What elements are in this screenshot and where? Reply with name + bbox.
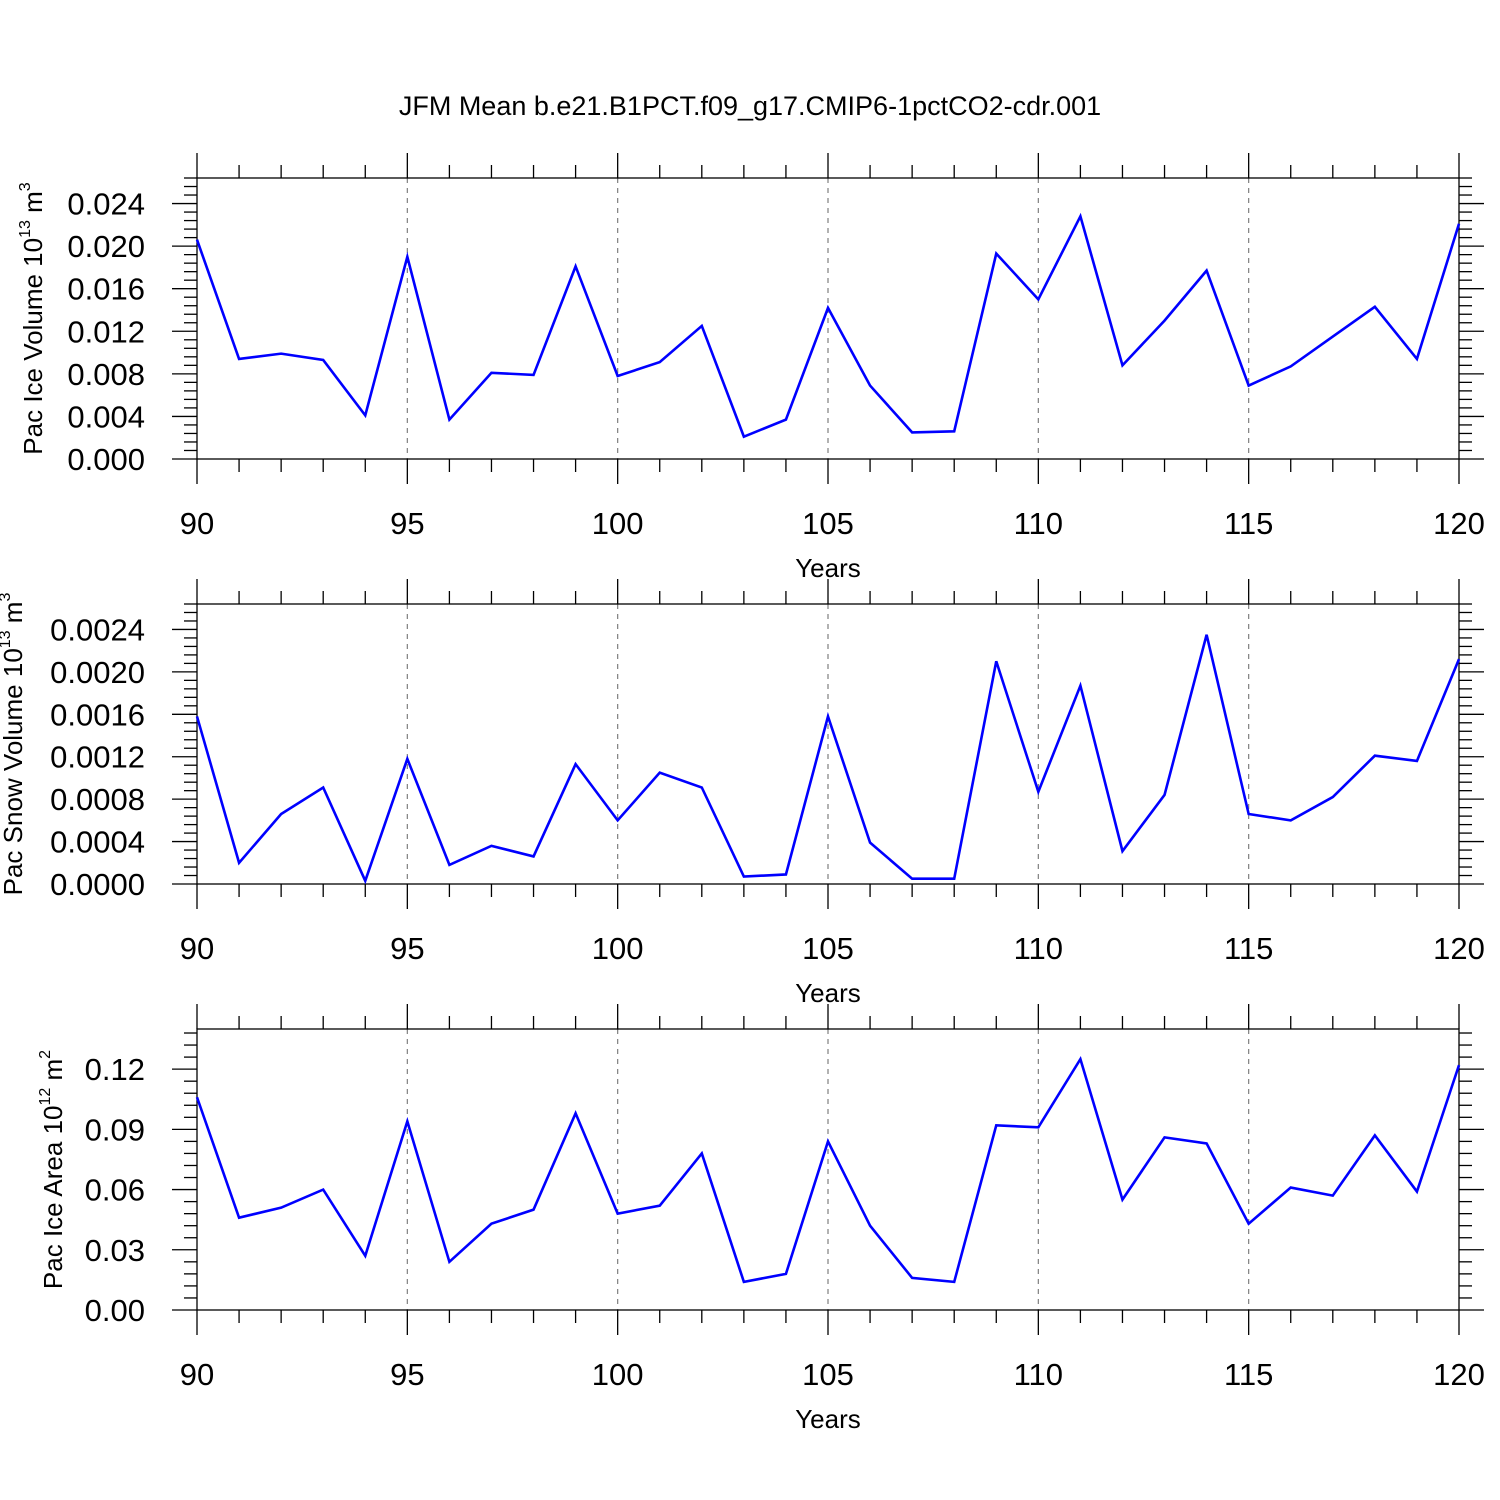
- y-axis-title-exponent: 13: [0, 630, 14, 648]
- y-tick-label: 0.09: [85, 1112, 145, 1147]
- x-tick-label: 115: [1224, 1357, 1273, 1392]
- x-axis-title: Years: [795, 553, 861, 583]
- x-tick-label: 115: [1224, 931, 1273, 966]
- x-tick-label: 110: [1014, 1357, 1063, 1392]
- x-tick-label: 100: [592, 1357, 644, 1392]
- x-tick-label: 105: [802, 506, 854, 541]
- panel-ice-volume: 90 95 100 105 110 115 120 0.000 0.004 0.008 0.012 0…: [17, 153, 1485, 583]
- y-axis-title-unit-exponent: 2: [37, 1050, 54, 1059]
- y-tick-label: 0.0008: [50, 782, 145, 817]
- y-tick-label: 0.008: [67, 357, 145, 392]
- y-tick-label: 0.0000: [50, 867, 145, 902]
- x-tick-label: 95: [390, 931, 424, 966]
- x-tick-label: 110: [1014, 506, 1063, 541]
- y-axis-title-unit-exponent: 3: [0, 593, 14, 602]
- y-tick-label: 0.016: [67, 272, 145, 307]
- x-tick-label: 90: [180, 1357, 214, 1392]
- y-tick-label: 0.06: [85, 1173, 145, 1208]
- y-tick-label: 0.0020: [50, 655, 145, 690]
- panel-ice-area: 90 95 100 105 110 115 120 0.00 0.03 0.06 0.09 0.12 Y…: [37, 1004, 1485, 1434]
- series-line-snow-volume: [195, 634, 1461, 885]
- y-tick-label: 0.0004: [50, 825, 145, 860]
- y-axis-title-unit-exponent: 3: [17, 182, 34, 191]
- y-tick-label: 0.03: [85, 1233, 145, 1268]
- x-tick-label: 115: [1224, 506, 1273, 541]
- y-axis-title-unit: m: [38, 1059, 68, 1088]
- x-tick-label: 90: [180, 931, 214, 966]
- y-tick-label: 0.00: [85, 1293, 145, 1328]
- y-axis-title-unit: m: [18, 191, 48, 220]
- x-tick-label: 95: [390, 506, 424, 541]
- x-tick-label: 100: [592, 931, 644, 966]
- y-axis-title: Pac Snow Volume 1013 m3: [0, 593, 28, 896]
- x-tick-label: 100: [592, 506, 644, 541]
- series-line-ice-volume: [195, 212, 1461, 439]
- x-tick-label: 120: [1433, 1357, 1485, 1392]
- y-tick-label: 0.000: [67, 442, 145, 477]
- x-tick-label: 120: [1433, 506, 1485, 541]
- y-tick-label: 0.0012: [50, 740, 145, 775]
- y-axis-title-text: Pac Ice Volume 10: [18, 238, 48, 455]
- y-tick-label: 0.0024: [50, 612, 145, 647]
- y-axis-title: Pac Ice Volume 1013 m3: [17, 182, 48, 455]
- x-tick-label: 95: [390, 1357, 424, 1392]
- y-axis-title: Pac Ice Area 1012 m2: [37, 1050, 68, 1289]
- y-tick-label: 0.012: [67, 314, 145, 349]
- y-tick-label: 0.024: [67, 187, 145, 222]
- panel-snow-volume: 90 95 100 105 110 115 120 0.0000 0.0004 0.0008 0.0…: [0, 579, 1485, 1008]
- y-axis-title-text: Pac Snow Volume 10: [0, 648, 28, 895]
- x-tick-label: 120: [1433, 931, 1485, 966]
- x-tick-label: 105: [802, 1357, 854, 1392]
- y-axis-title-unit: m: [0, 602, 28, 631]
- x-axis-title: Years: [795, 978, 861, 1008]
- chart-title: JFM Mean b.e21.B1PCT.f09_g17.CMIP6-1pctC…: [399, 91, 1101, 121]
- y-axis-title-exponent: 13: [17, 220, 34, 238]
- y-tick-label: 0.0016: [50, 697, 145, 732]
- x-axis-title: Years: [795, 1404, 861, 1434]
- y-axis-title-exponent: 12: [37, 1088, 54, 1106]
- series-line-ice-area: [195, 1055, 1461, 1284]
- y-tick-label: 0.12: [85, 1052, 145, 1087]
- panels: 90 95 100 105 110 115 120 0.000 0.004 0.008 0.012 0…: [0, 153, 1485, 1434]
- y-tick-label: 0.020: [67, 229, 145, 264]
- x-tick-label: 90: [180, 506, 214, 541]
- x-tick-label: 110: [1014, 931, 1063, 966]
- x-tick-label: 105: [802, 931, 854, 966]
- y-tick-label: 0.004: [67, 399, 145, 434]
- y-axis-title-text: Pac Ice Area 10: [38, 1106, 68, 1290]
